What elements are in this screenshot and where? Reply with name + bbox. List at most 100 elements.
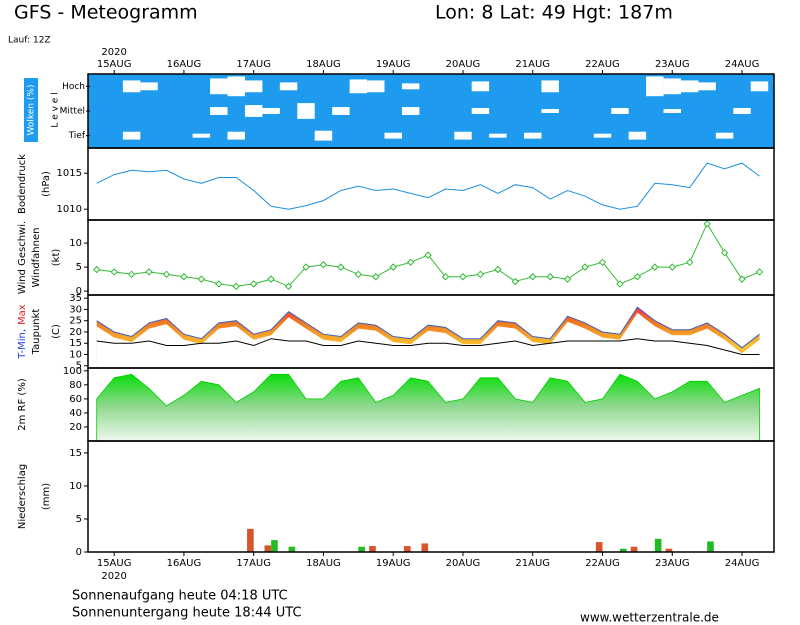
marker xyxy=(685,258,694,267)
y-label-max: Max xyxy=(17,304,28,325)
marker xyxy=(581,263,589,271)
x-tick-label: 16AUG xyxy=(167,59,202,70)
x-tick-label: 22AUG xyxy=(585,558,620,569)
cloud-cell xyxy=(279,82,298,91)
marker xyxy=(162,270,171,279)
cloud-cell xyxy=(122,80,141,93)
x-label: 2020 xyxy=(101,47,126,58)
location: Lon: 8 Lat: 49 Hgt: 187m xyxy=(435,2,673,24)
cloud-cell xyxy=(367,80,385,93)
x-tick-label: 21AUG xyxy=(515,59,550,70)
y-tick-label: 1010 xyxy=(57,204,82,215)
y-tick-label: 40 xyxy=(69,408,82,419)
bar xyxy=(630,546,638,552)
cloud-cell xyxy=(140,82,158,91)
marker xyxy=(755,268,764,276)
bar xyxy=(247,528,254,552)
cloud-cell xyxy=(244,80,263,93)
cloud-cell xyxy=(227,76,245,97)
marker xyxy=(476,270,485,279)
y-tick-label: 10 xyxy=(69,238,82,249)
y-tick-label: 35 xyxy=(69,293,82,304)
bar xyxy=(665,548,673,552)
marker xyxy=(598,258,607,267)
y-tick-label: 10 xyxy=(69,349,82,360)
legend-label: Hoch xyxy=(62,82,85,92)
marker xyxy=(459,273,467,281)
y-label: Wind Geschwi. xyxy=(17,221,28,294)
x-tick-label: 19AUG xyxy=(376,558,411,569)
marker xyxy=(354,270,363,279)
y-tick-label: 15 xyxy=(69,338,82,349)
bar xyxy=(595,542,603,552)
x-label: 2020 xyxy=(101,571,126,582)
marker xyxy=(284,282,293,291)
cloud-cell xyxy=(227,131,245,140)
panel-frame xyxy=(87,147,775,221)
cloud-cell xyxy=(524,132,542,139)
cloud-cell xyxy=(244,105,263,117)
x-tick-label: 24AUG xyxy=(725,558,760,569)
cloud-cell xyxy=(628,131,647,140)
marker xyxy=(424,251,432,259)
title: GFS - Meteogramm xyxy=(14,2,198,24)
cloud-cell xyxy=(611,108,629,114)
x-tick-label: 19AUG xyxy=(376,59,411,70)
cloud-cell xyxy=(384,132,402,139)
y-label-min: T-Min, xyxy=(17,329,28,360)
source: www.wetterzentrale.de xyxy=(580,611,719,625)
y-tick-label: 30 xyxy=(69,304,82,315)
cloud-cell xyxy=(733,108,751,114)
y-label: Niederschlag xyxy=(17,464,28,529)
marker xyxy=(337,263,345,271)
x-tick-label: 17AUG xyxy=(236,558,271,569)
marker xyxy=(197,275,206,283)
bar xyxy=(369,546,376,552)
y-unit: (C) xyxy=(51,324,62,339)
marker xyxy=(633,273,642,281)
bar xyxy=(358,546,365,552)
x-tick-label: 23AUG xyxy=(655,59,690,70)
marker xyxy=(93,265,101,274)
marker xyxy=(110,268,118,276)
cloud-cell xyxy=(750,81,769,92)
cloud-cell xyxy=(210,78,228,95)
x-tick-label: 17AUG xyxy=(236,59,271,70)
cloud-cell xyxy=(262,108,280,114)
temp-line xyxy=(96,306,760,349)
y-label: Windfahnen xyxy=(31,228,42,288)
y-label: Wolken (%) xyxy=(27,85,37,136)
cloud-cell xyxy=(210,107,228,115)
y-unit: (mm) xyxy=(41,483,52,510)
x-tick-label: 20AUG xyxy=(446,558,481,569)
panel-frame xyxy=(87,440,775,553)
sunrise: Sonnenaufgang heute 04:18 UTC xyxy=(72,589,288,604)
y-tick-label: 15 xyxy=(69,448,82,459)
cloud-cell xyxy=(122,131,141,140)
marker xyxy=(651,263,659,271)
y-tick-label: 25 xyxy=(69,316,82,327)
cloud-cell xyxy=(471,81,490,92)
y-tick-label: 80 xyxy=(69,380,82,391)
cloud-cell xyxy=(541,109,559,113)
marker xyxy=(494,265,502,274)
bar xyxy=(264,545,272,552)
y-label: 2m RF (%) xyxy=(17,378,28,431)
x-tick-label: 15AUG xyxy=(97,59,132,70)
cloud-cell xyxy=(541,80,559,93)
cloud-cell xyxy=(314,130,333,141)
cloud-cell xyxy=(680,80,699,93)
cloud-cell xyxy=(297,103,315,119)
y-tick-label: 0 xyxy=(76,547,82,558)
marker xyxy=(703,220,711,228)
cloud-cell xyxy=(401,107,420,115)
bar xyxy=(707,541,714,552)
panel-frame xyxy=(87,219,775,296)
marker xyxy=(232,282,240,291)
cloud-cell xyxy=(401,83,420,90)
cloud-cell xyxy=(698,82,716,91)
dew-mask xyxy=(96,312,760,368)
cloud-cell xyxy=(454,131,472,140)
marker xyxy=(372,273,380,281)
